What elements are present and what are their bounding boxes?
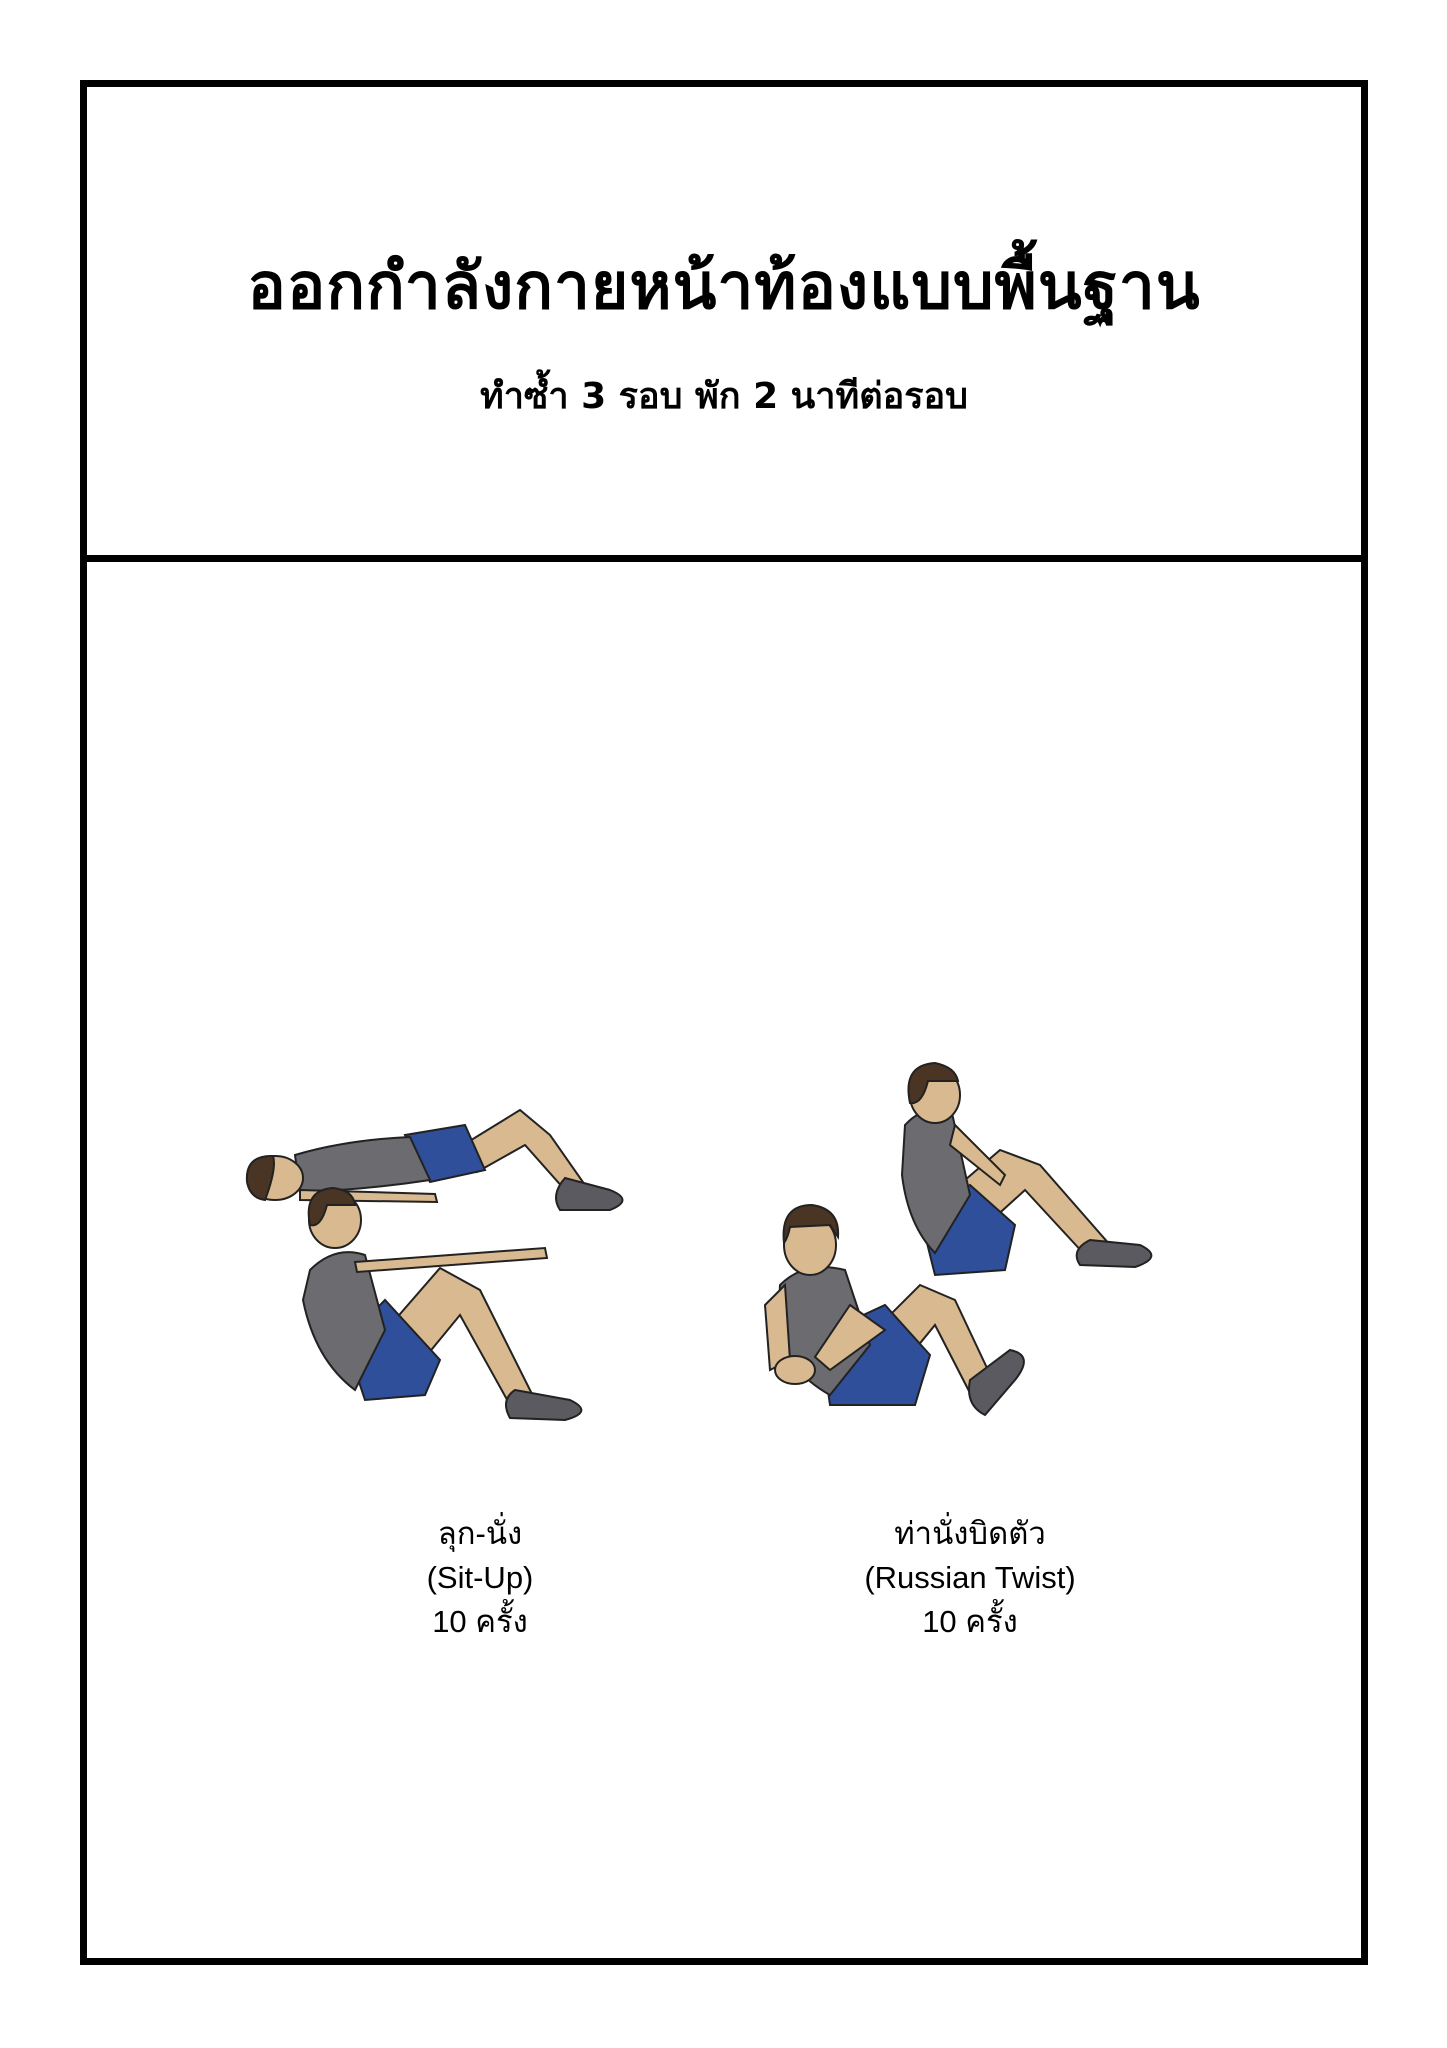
russian-twist-name-en: (Russian Twist) xyxy=(864,1560,1076,1595)
russian-twist-illustration xyxy=(763,1061,1153,1417)
header-box: ออกกำลังกายหน้าท้องแบบพื้นฐาน ทำซ้ำ 3 รอ… xyxy=(87,87,1361,562)
sit-up-reps: 10 ครั้ง xyxy=(432,1604,528,1639)
sit-up-lying-figure xyxy=(245,1108,624,1211)
russian-twist-caption: ท่านั่งบิดตัว (Russian Twist) 10 ครั้ง xyxy=(790,1512,1150,1644)
russian-twist-reps: 10 ครั้ง xyxy=(922,1604,1018,1639)
sit-up-sitting-figure xyxy=(301,1186,583,1422)
russian-twist-figure-2 xyxy=(763,1203,1025,1417)
page-title: ออกกำลังกายหน้าท้องแบบพื้นฐาน xyxy=(247,249,1201,324)
russian-twist-figure-1 xyxy=(900,1061,1153,1277)
page-subtitle: ทำซ้ำ 3 รอบ พัก 2 นาทีต่อรอบ xyxy=(479,376,969,417)
sit-up-name-th: ลุก-นั่ง xyxy=(437,1516,523,1551)
sit-up-caption: ลุก-นั่ง (Sit-Up) 10 ครั้ง xyxy=(330,1512,630,1644)
page-frame: ออกกำลังกายหน้าท้องแบบพื้นฐาน ทำซ้ำ 3 รอ… xyxy=(80,80,1368,1965)
russian-twist-name-th: ท่านั่งบิดตัว xyxy=(894,1516,1046,1551)
sit-up-illustration xyxy=(245,1108,624,1422)
sit-up-name-en: (Sit-Up) xyxy=(426,1560,534,1595)
